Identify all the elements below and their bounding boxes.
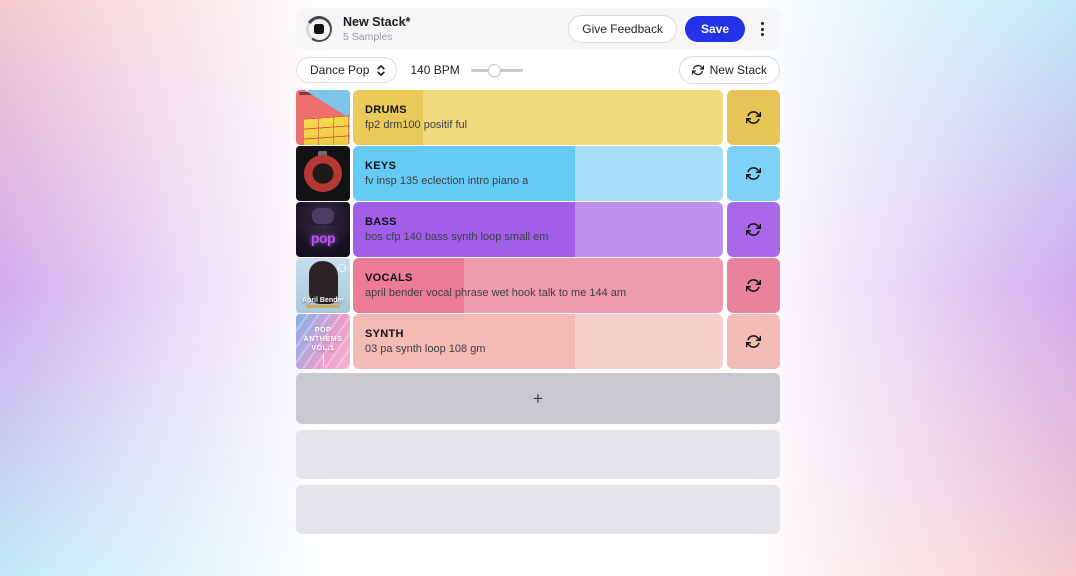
add-track-button[interactable]: + xyxy=(296,373,780,424)
album-art-text: pop xyxy=(310,230,336,246)
stop-icon xyxy=(314,24,324,34)
stack-title: New Stack* xyxy=(343,15,411,29)
playback-progress xyxy=(353,314,575,369)
sample-card-vocals[interactable]: VOCALS april bender vocal phrase wet hoo… xyxy=(353,258,723,313)
track-list: DRUMS fp2 drm100 positif ful KEYS fv ins… xyxy=(296,90,780,369)
refresh-icon xyxy=(691,64,704,76)
album-art-vocals[interactable]: April Bender xyxy=(296,258,350,313)
genre-select[interactable]: Dance Pop xyxy=(296,57,398,83)
background-gradient-right xyxy=(731,0,1076,576)
empty-slot-row xyxy=(296,430,780,479)
sample-name: april bender vocal phrase wet hook talk … xyxy=(365,287,627,299)
progress-ring xyxy=(308,18,330,40)
reroll-keys-button[interactable] xyxy=(727,146,780,201)
track-row-vocals: April Bender VOCALS april bender vocal p… xyxy=(296,258,780,313)
track-row-synth: POP ANTHEMS VOL.1 SYNTH 03 pa synth loop… xyxy=(296,314,780,369)
header-titles: New Stack* 5 Samples xyxy=(343,15,410,43)
track-row-keys: KEYS fv insp 135 eclection intro piano a xyxy=(296,146,780,201)
sample-card-synth[interactable]: SYNTH 03 pa synth loop 108 gm xyxy=(353,314,723,369)
sample-card-keys[interactable]: KEYS fv insp 135 eclection intro piano a xyxy=(353,146,723,201)
genre-select-value: Dance Pop xyxy=(310,63,370,77)
track-title: VOCALS xyxy=(365,272,413,284)
new-stack-button[interactable]: New Stack xyxy=(678,56,780,84)
background-gradient-left xyxy=(0,0,345,576)
chevron-updown-icon xyxy=(377,64,385,76)
reroll-drums-button[interactable] xyxy=(727,90,780,145)
playback-progress xyxy=(353,258,464,313)
refresh-icon xyxy=(746,335,761,348)
main-column: New Stack* 5 Samples Give Feedback Save … xyxy=(296,0,780,534)
refresh-icon xyxy=(746,223,761,236)
reroll-bass-button[interactable] xyxy=(727,202,780,257)
new-stack-button-label: New Stack xyxy=(709,63,767,77)
album-art-keys[interactable] xyxy=(296,146,350,201)
playback-progress xyxy=(353,146,575,201)
reroll-synth-button[interactable] xyxy=(727,314,780,369)
empty-slot-row xyxy=(296,485,780,534)
reroll-vocals-button[interactable] xyxy=(727,258,780,313)
sample-name: bos cfp 140 bass synth loop small em xyxy=(365,231,549,243)
refresh-icon xyxy=(746,279,761,292)
plus-icon: + xyxy=(533,388,543,408)
sample-card-drums[interactable]: DRUMS fp2 drm100 positif ful xyxy=(353,90,723,145)
sample-name: fv insp 135 eclection intro piano a xyxy=(365,175,529,187)
bpm-slider-thumb[interactable] xyxy=(488,63,502,77)
playback-progress xyxy=(353,202,575,257)
save-button[interactable]: Save xyxy=(684,16,745,42)
track-title: KEYS xyxy=(365,160,397,172)
more-options-icon[interactable] xyxy=(757,18,768,40)
track-title: BASS xyxy=(365,216,397,228)
sample-name: 03 pa synth loop 108 gm xyxy=(365,343,486,355)
refresh-icon xyxy=(746,167,761,180)
header-card: New Stack* 5 Samples Give Feedback Save xyxy=(296,8,780,50)
track-title: DRUMS xyxy=(365,104,407,116)
controls-row: Dance Pop 140 BPM New Stack xyxy=(296,56,780,84)
bpm-slider[interactable] xyxy=(470,63,523,77)
sample-name: fp2 drm100 positif ful xyxy=(365,119,468,131)
track-row-bass: pop BASS bos cfp 140 bass synth loop sma… xyxy=(296,202,780,257)
album-art-text: POP ANTHEMS VOL.1 xyxy=(303,327,343,353)
refresh-icon xyxy=(746,111,761,124)
album-art-drums[interactable] xyxy=(296,90,350,145)
stop-playback-button[interactable] xyxy=(306,16,332,42)
sample-card-bass[interactable]: BASS bos cfp 140 bass synth loop small e… xyxy=(353,202,723,257)
track-title: SYNTH xyxy=(365,328,404,340)
album-art-bass[interactable]: pop xyxy=(296,202,350,257)
track-row-drums: DRUMS fp2 drm100 positif ful xyxy=(296,90,780,145)
album-art-text: April Bender xyxy=(301,297,344,304)
album-art-synth[interactable]: POP ANTHEMS VOL.1 xyxy=(296,314,350,369)
sample-count: 5 Samples xyxy=(343,31,393,43)
bpm-label: 140 BPM xyxy=(410,63,460,77)
give-feedback-button[interactable]: Give Feedback xyxy=(568,15,677,43)
playback-progress xyxy=(353,90,424,145)
